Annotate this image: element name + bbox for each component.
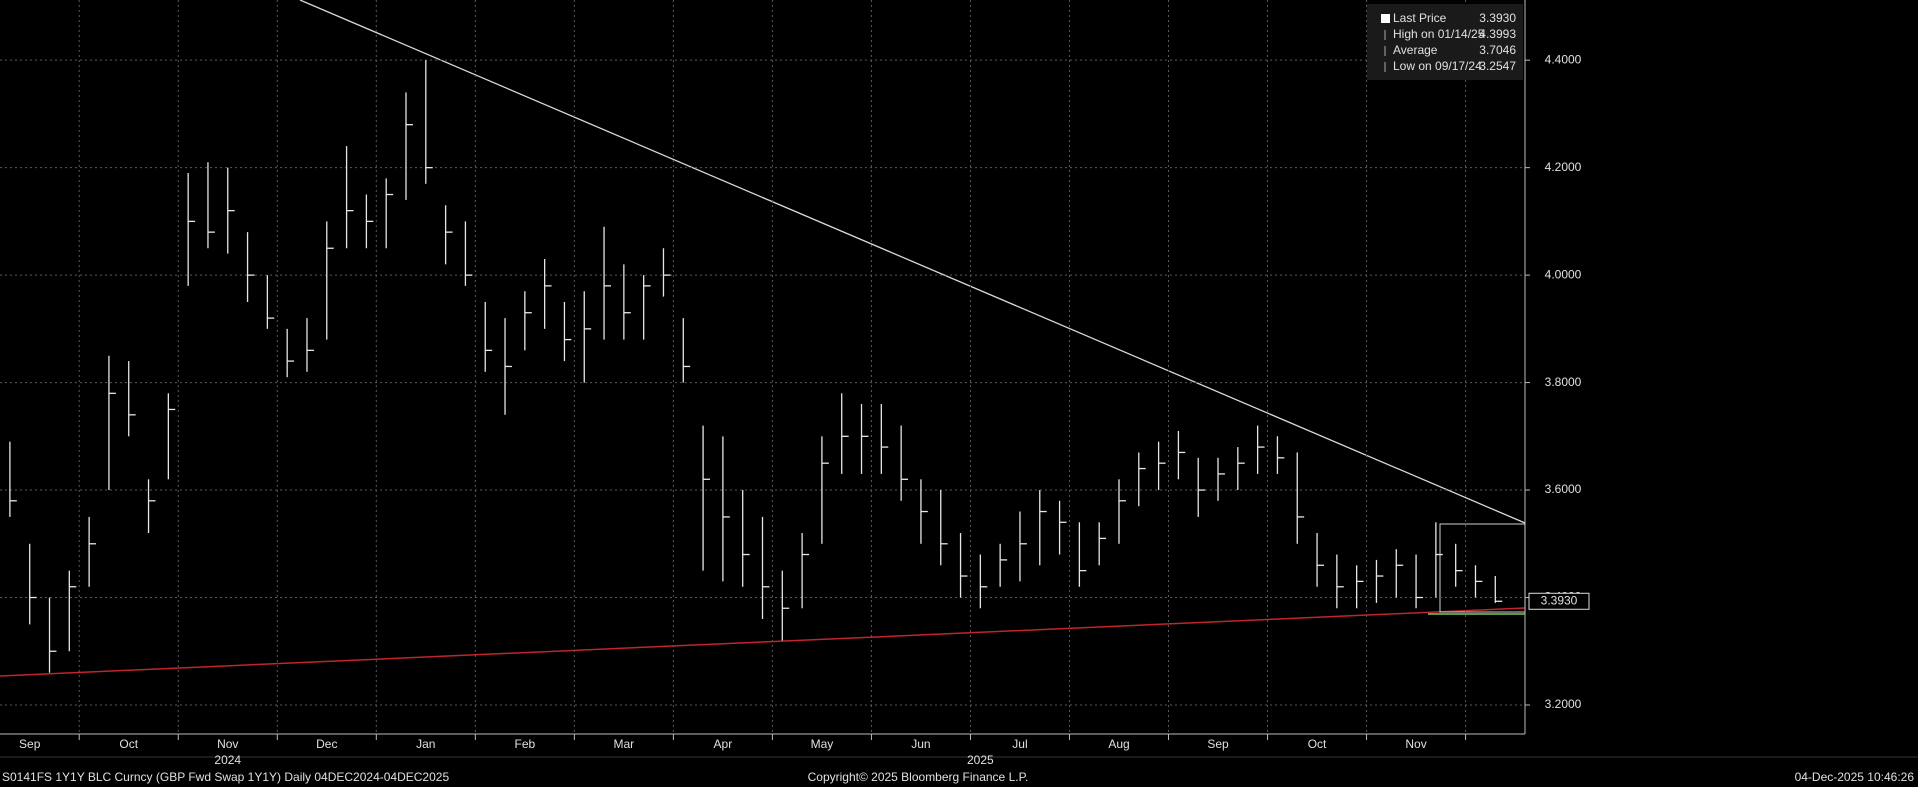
year-label: 2025 (967, 753, 994, 767)
legend-name: High on 01/14/25 (1393, 27, 1485, 41)
legend-value: 4.3993 (1479, 27, 1516, 41)
legend-name: Low on 09/17/24 (1393, 59, 1482, 73)
trendline-resistance (299, 0, 1526, 524)
legend: Last Price 3.3930 High on 01/14/254.3993 Av… (1367, 4, 1523, 80)
y-tick-label: 4.0000 (1545, 267, 1582, 281)
x-tick-label: Jun (911, 737, 930, 751)
legend-name: Average (1393, 43, 1438, 57)
y-tick-label: 3.6000 (1545, 482, 1582, 496)
trendline-support (0, 607, 1526, 677)
x-tick-label: May (811, 737, 834, 751)
x-tick-label: Aug (1108, 737, 1129, 751)
x-tick-label: Dec (316, 737, 337, 751)
x-tick-label: Feb (514, 737, 535, 751)
last-price-tag (1528, 592, 1590, 610)
x-tick-label: Sep (19, 737, 41, 751)
x-tick-label: Jan (416, 737, 435, 751)
legend-name: Last Price (1393, 11, 1447, 25)
legend-box (1367, 4, 1523, 80)
x-tick-label: Mar (614, 737, 635, 751)
y-tick-label: 3.2000 (1545, 697, 1582, 711)
legend-value: 3.3930 (1479, 11, 1516, 25)
x-tick-label: Nov (1405, 737, 1426, 751)
legend-swatch (1381, 14, 1390, 23)
last-price-label: 3.3930 (1541, 593, 1578, 607)
footer-timestamp: 04-Dec-2025 10:46:26 (1795, 770, 1915, 784)
range-box (1439, 523, 1526, 613)
x-tick-label: Sep (1207, 737, 1229, 751)
legend-value: 3.7046 (1479, 43, 1516, 57)
y-tick-label: 4.4000 (1545, 52, 1582, 66)
x-tick-label: Oct (119, 737, 138, 751)
x-tick-label: Oct (1308, 737, 1327, 751)
year-label: 2024 (214, 753, 241, 767)
legend-value: 3.2547 (1479, 59, 1516, 73)
x-tick-label: Apr (714, 737, 733, 751)
x-tick-label: Jul (1012, 737, 1027, 751)
y-tick-label: 4.2000 (1545, 160, 1582, 174)
footer-copyright: Copyright© 2025 Bloomberg Finance L.P. (808, 770, 1029, 784)
footer-security: S0141FS 1Y1Y BLC Curncy (GBP Fwd Swap 1Y… (2, 770, 449, 784)
y-tick-label: 3.8000 (1545, 375, 1582, 389)
x-tick-label: Nov (217, 737, 238, 751)
